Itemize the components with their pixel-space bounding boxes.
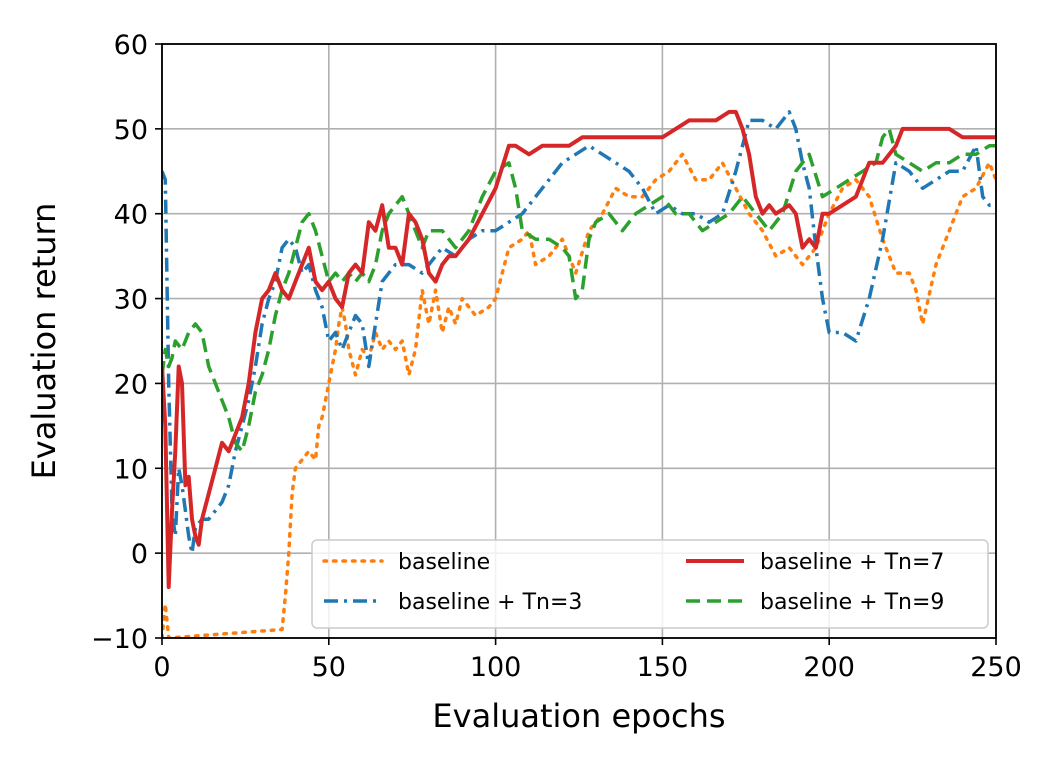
x-tick-label: 150: [637, 652, 689, 683]
y-tick-label: 30: [114, 285, 148, 316]
legend-label: baseline: [398, 550, 490, 575]
plot-frame: [161, 43, 997, 639]
series-line-baseline: [162, 152, 996, 638]
x-tick-label: 50: [312, 652, 346, 683]
y-axis-title: Evaluation return: [25, 203, 63, 480]
y-tick-label: 60: [114, 30, 148, 61]
y-tick-label: 10: [114, 454, 148, 485]
x-axis-title: Evaluation epochs: [432, 697, 725, 735]
legend-label: baseline + Tn=3: [398, 590, 582, 615]
y-tick-label: 20: [114, 369, 148, 400]
series-line-baseline-tn-9: [162, 127, 996, 454]
y-tick-label: −10: [91, 624, 148, 655]
legend: baseline baseline + Tn=3 baseline + Tn=7 ba…: [311, 539, 989, 629]
series-line-baseline-tn-7: [162, 109, 996, 590]
legend-label: baseline + Tn=7: [760, 550, 944, 575]
series-layer: [162, 109, 996, 638]
y-tick-label: 40: [114, 200, 148, 231]
legend-box: [311, 539, 989, 629]
x-tick-label: 250: [970, 652, 1022, 683]
x-tick-label: 100: [470, 652, 522, 683]
x-tick-label: 0: [153, 652, 170, 683]
y-tick-label: 0: [131, 539, 148, 570]
x-tick-label: 200: [803, 652, 855, 683]
legend-label: baseline + Tn=9: [760, 590, 944, 615]
y-tick-label: 50: [114, 115, 148, 146]
